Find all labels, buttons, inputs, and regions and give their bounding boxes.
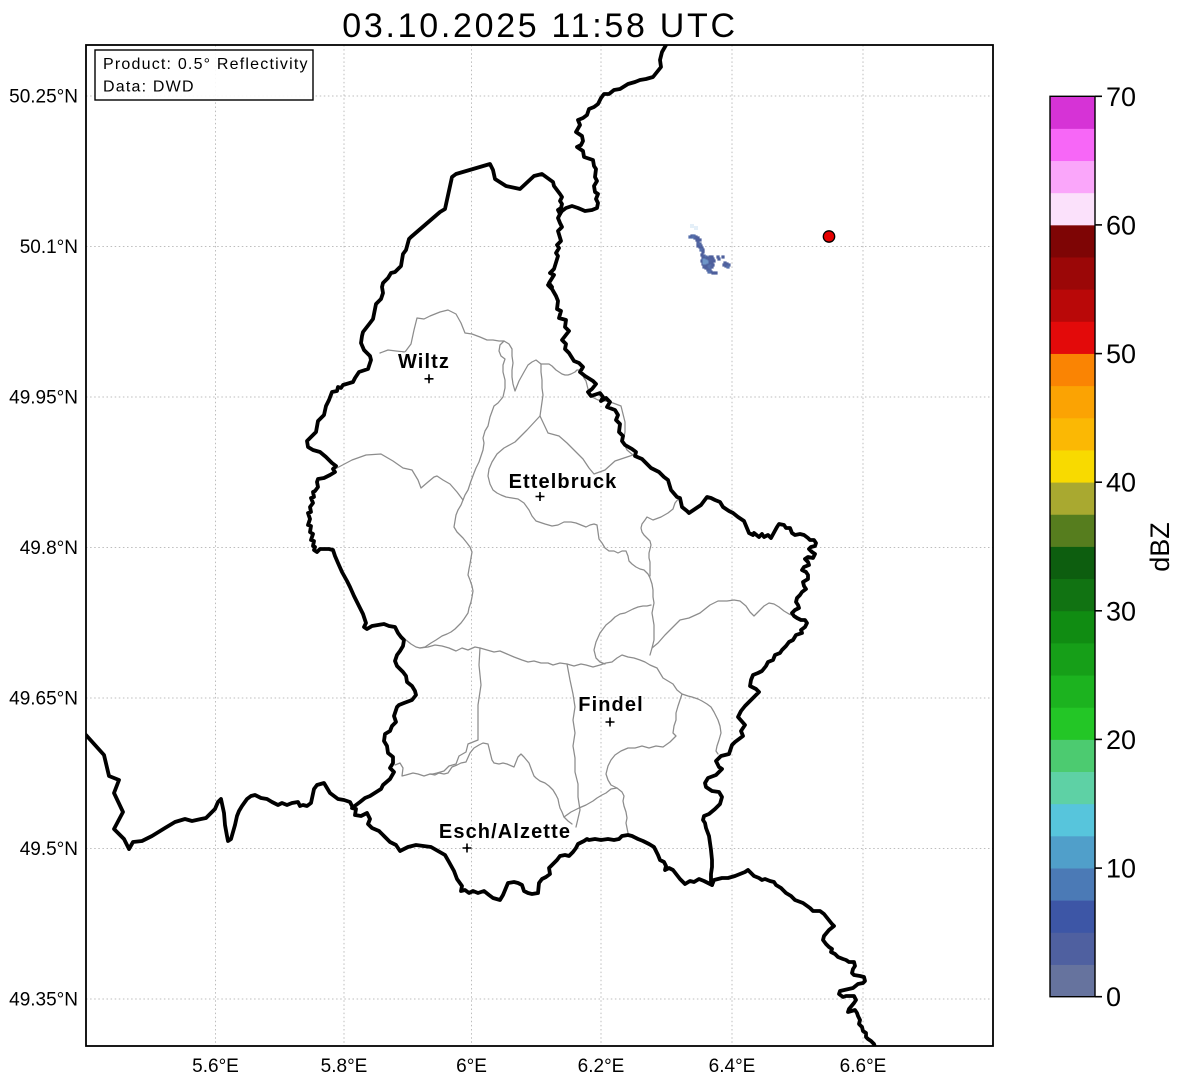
svg-text:50: 50	[1106, 339, 1136, 369]
svg-text:30: 30	[1106, 596, 1136, 626]
svg-text:6°E: 6°E	[456, 1056, 487, 1077]
svg-text:60: 60	[1106, 210, 1136, 240]
svg-text:70: 70	[1106, 82, 1136, 112]
svg-text:Findel: Findel	[578, 694, 644, 716]
svg-text:Ettelbruck: Ettelbruck	[509, 471, 618, 493]
svg-text:49.8°N: 49.8°N	[20, 538, 78, 559]
svg-text:5.6°E: 5.6°E	[192, 1056, 239, 1077]
svg-text:50.25°N: 50.25°N	[9, 87, 78, 108]
svg-text:50.1°N: 50.1°N	[20, 237, 78, 258]
svg-text:6.2°E: 6.2°E	[578, 1056, 625, 1077]
svg-text:40: 40	[1106, 468, 1136, 498]
svg-text:49.65°N: 49.65°N	[9, 689, 78, 710]
svg-text:20: 20	[1106, 725, 1136, 755]
svg-text:Product: 0.5° Reflectivity: Product: 0.5° Reflectivity	[103, 56, 309, 73]
svg-text:dBZ: dBZ	[1145, 522, 1175, 572]
svg-text:6.6°E: 6.6°E	[840, 1056, 887, 1077]
svg-text:49.95°N: 49.95°N	[9, 388, 78, 409]
svg-text:0: 0	[1106, 982, 1121, 1012]
svg-text:03.10.2025 11:58 UTC: 03.10.2025 11:58 UTC	[342, 7, 738, 45]
svg-text:Wiltz: Wiltz	[398, 351, 450, 373]
svg-text:Esch/Alzette: Esch/Alzette	[439, 821, 571, 843]
svg-text:5.8°E: 5.8°E	[321, 1056, 368, 1077]
svg-text:Data: DWD: Data: DWD	[103, 79, 195, 96]
svg-text:49.5°N: 49.5°N	[20, 839, 78, 860]
svg-text:49.35°N: 49.35°N	[9, 990, 78, 1011]
svg-text:10: 10	[1106, 854, 1136, 884]
svg-text:6.4°E: 6.4°E	[709, 1056, 756, 1077]
